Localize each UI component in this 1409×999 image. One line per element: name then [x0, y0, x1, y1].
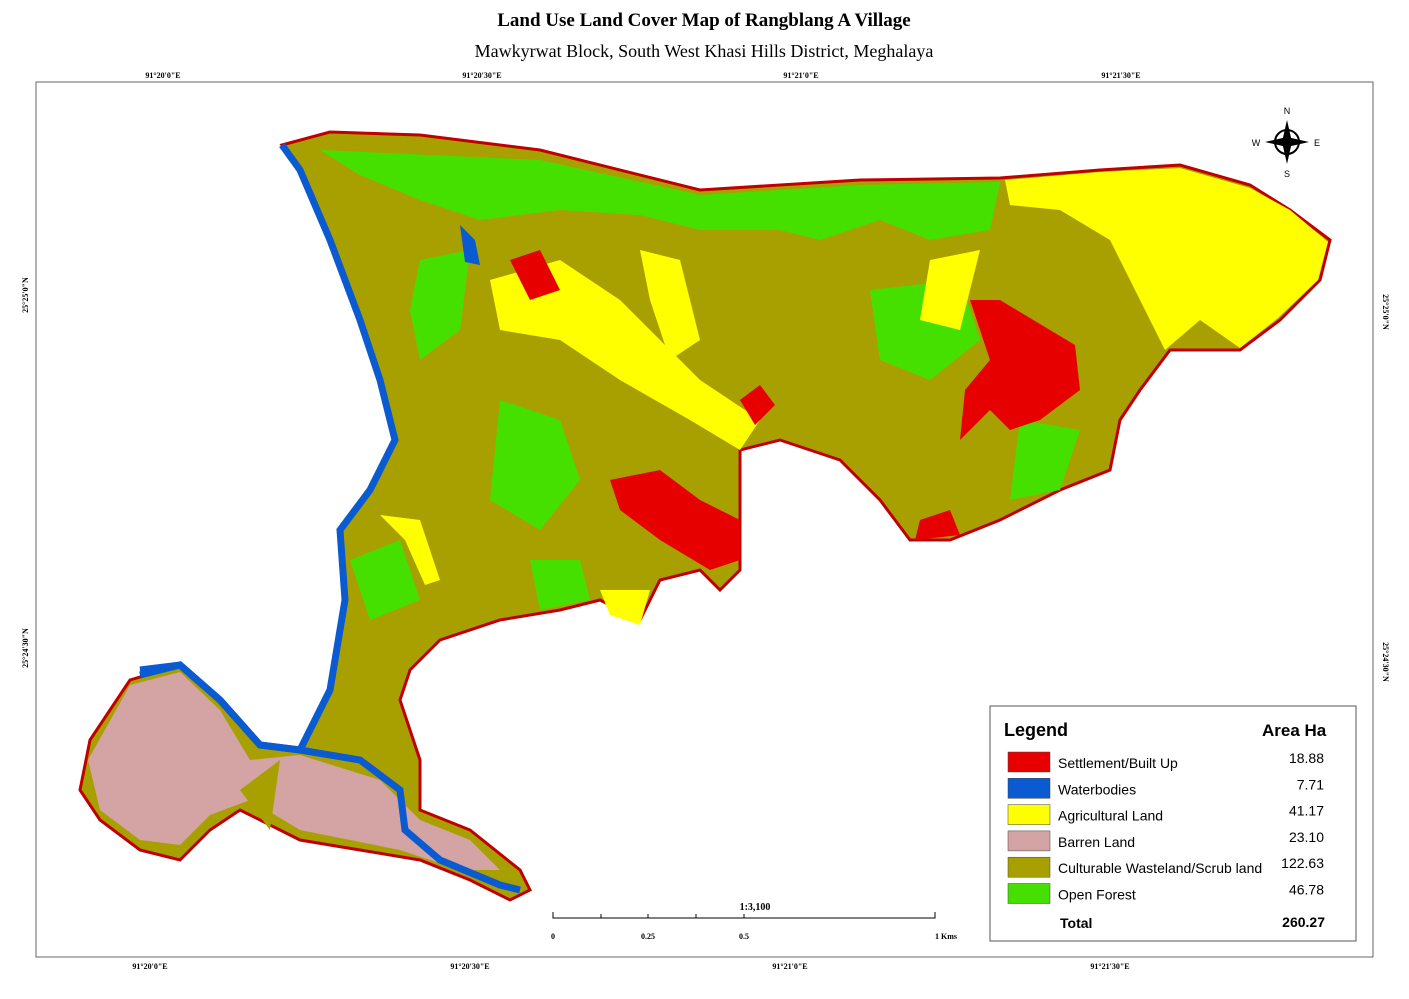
settlement: [510, 250, 560, 300]
agricultural-land: [600, 590, 650, 625]
agricultural-land: [640, 250, 700, 360]
legend-label: Culturable Wasteland/Scrub land: [1058, 860, 1262, 876]
graticule-bottom: 91°20'30"E: [450, 962, 489, 971]
map-title: Land Use Land Cover Map of Rangblang A V…: [497, 10, 911, 31]
graticule-bottom: 91°21'30"E: [1090, 962, 1129, 971]
compass-s: S: [1284, 169, 1290, 179]
graticule-top: 91°20'30"E: [462, 71, 501, 80]
compass-star: [1265, 120, 1309, 164]
graticule-right: 25°24'30"N: [1381, 642, 1390, 682]
legend-box: [989, 705, 1357, 942]
map-subtitle: Mawkyrwat Block, South West Khasi Hills …: [475, 41, 934, 61]
graticule-left: 25°24'30"N: [21, 628, 30, 668]
settlement: [740, 385, 775, 425]
scale-label: 1 Kms: [935, 932, 957, 941]
legend-area: 23.10: [1289, 829, 1324, 845]
open-forest: [320, 150, 1000, 240]
legend-total-label: Total: [1060, 915, 1092, 931]
open-forest: [1010, 420, 1080, 500]
legend-label: Open Forest: [1058, 887, 1136, 903]
legend-swatch: [1007, 856, 1051, 878]
compass-e: E: [1314, 138, 1320, 148]
legend-title: Legend: [1004, 720, 1068, 740]
legend-swatch: [1007, 804, 1051, 825]
legend: Legend Area Ha Total 260.27 Settlement/B…: [989, 705, 1357, 942]
legend-label: Agricultural Land: [1058, 808, 1163, 824]
graticule-left: 25°25'0"N: [21, 277, 30, 313]
legend-area-header: Area Ha: [1262, 721, 1327, 740]
graticule-top: 91°21'0"E: [783, 71, 818, 80]
legend-area: 46.78: [1289, 882, 1324, 898]
legend-area: 122.63: [1281, 855, 1324, 871]
waterbody: [139, 661, 521, 894]
settlement: [915, 510, 960, 540]
legend-swatch: [1007, 751, 1051, 773]
graticule-top: 91°20'0"E: [145, 71, 180, 80]
settlement: [960, 300, 1080, 440]
map-area: [78, 130, 1332, 902]
legend-area: 41.17: [1289, 803, 1324, 819]
scale-label: 0.25: [641, 932, 655, 941]
legend-swatch: [1007, 830, 1051, 852]
barren-land: [88, 672, 500, 870]
compass-w: W: [1252, 138, 1261, 148]
legend-label: Barren Land: [1058, 834, 1135, 850]
scale-bar: 1:3,100 0 0.25 0.5 1 Kms: [551, 902, 957, 941]
map-frame: [35, 81, 1374, 958]
open-forest: [530, 560, 590, 610]
open-forest: [350, 540, 420, 620]
legend-total: 260.27: [1282, 914, 1325, 930]
settlement: [610, 470, 740, 570]
legend-area: 7.71: [1297, 776, 1324, 792]
graticule-right: 25°25'0"N: [1381, 294, 1390, 330]
compass-n: N: [1284, 106, 1291, 116]
open-forest: [410, 250, 470, 360]
graticule-top: 91°21'30"E: [1101, 71, 1140, 80]
open-forest: [490, 400, 580, 530]
legend-area: 18.88: [1289, 750, 1324, 766]
legend-label: Waterbodies: [1058, 781, 1136, 797]
graticule-bottom: 91°20'0"E: [132, 962, 167, 971]
legend-label: Settlement/Built Up: [1058, 755, 1178, 771]
north-arrow: N E S W: [1252, 106, 1320, 179]
legend-swatch: [1007, 883, 1051, 904]
agricultural-land: [380, 515, 440, 585]
legend-swatch: [1007, 778, 1051, 799]
scale-ratio: 1:3,100: [740, 902, 771, 913]
waterbody: [460, 225, 480, 265]
scale-label: 0.5: [739, 932, 749, 941]
barren-land: [240, 760, 280, 830]
scale-label: 0: [551, 932, 555, 941]
scale-line: [552, 912, 936, 919]
agricultural-land: [490, 260, 760, 450]
graticule-bottom: 91°21'0"E: [772, 962, 807, 971]
agricultural-land: [1005, 168, 1328, 350]
agricultural-land: [920, 250, 980, 330]
